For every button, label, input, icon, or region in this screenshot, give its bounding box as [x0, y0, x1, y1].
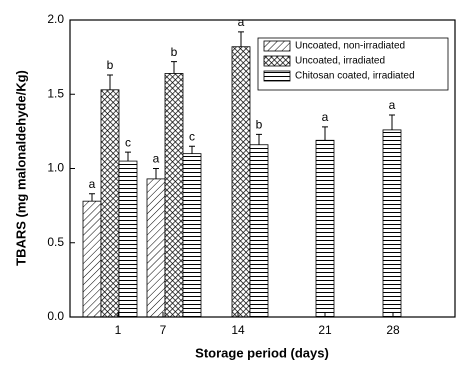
significance-letter: b: [171, 45, 178, 59]
bar: [118, 160, 138, 318]
significance-letter: a: [322, 110, 329, 124]
y-tick-label: 2.0: [47, 12, 64, 26]
significance-letter: c: [189, 129, 195, 143]
legend-label: Uncoated, irradiated: [295, 56, 385, 67]
error-bar: [389, 114, 395, 130]
legend-swatch: [263, 40, 291, 52]
bar: [231, 46, 251, 318]
plot-frame: [69, 19, 456, 318]
bar: [146, 178, 166, 318]
legend-swatch: [263, 70, 291, 82]
bar: [164, 73, 184, 318]
x-tick-label: 1: [115, 323, 122, 337]
error-bar: [322, 126, 328, 141]
x-axis-label: Storage period (days): [195, 345, 329, 360]
x-tick-label: 7: [160, 323, 167, 337]
significance-letter: a: [153, 152, 160, 166]
bar: [82, 200, 102, 318]
significance-letter: a: [238, 15, 245, 29]
bar: [100, 89, 120, 318]
significance-letter: a: [89, 177, 96, 191]
error-bar: [89, 193, 95, 202]
error-bar: [153, 168, 159, 179]
legend-label: Chitosan coated, irradiated: [295, 71, 415, 82]
bar: [249, 144, 269, 318]
bar: [382, 129, 402, 318]
error-bar: [125, 151, 131, 162]
y-tick-label: 0.0: [47, 309, 64, 323]
significance-letter: a: [389, 98, 396, 112]
x-tick-label: 14: [231, 323, 245, 337]
error-bar: [189, 145, 195, 154]
error-bar: [107, 74, 113, 90]
significance-letter: c: [125, 135, 131, 149]
significance-letter: b: [107, 58, 114, 72]
bar: [315, 139, 335, 318]
error-bar: [238, 31, 244, 47]
error-bar: [256, 133, 262, 145]
y-axis-label: TBARS (mg malonaldehyde/Kg): [13, 70, 28, 266]
x-tick-label: 21: [318, 323, 332, 337]
y-tick-label: 1.5: [47, 86, 64, 100]
legend-label: Uncoated, non-irradiated: [295, 41, 405, 52]
legend-swatch: [263, 55, 291, 67]
y-tick-label: 0.5: [47, 235, 64, 249]
bar: [182, 153, 202, 318]
y-tick-label: 1.0: [47, 161, 64, 175]
significance-letter: b: [256, 118, 263, 132]
x-tick-label: 28: [386, 323, 400, 337]
error-bar: [171, 61, 177, 74]
